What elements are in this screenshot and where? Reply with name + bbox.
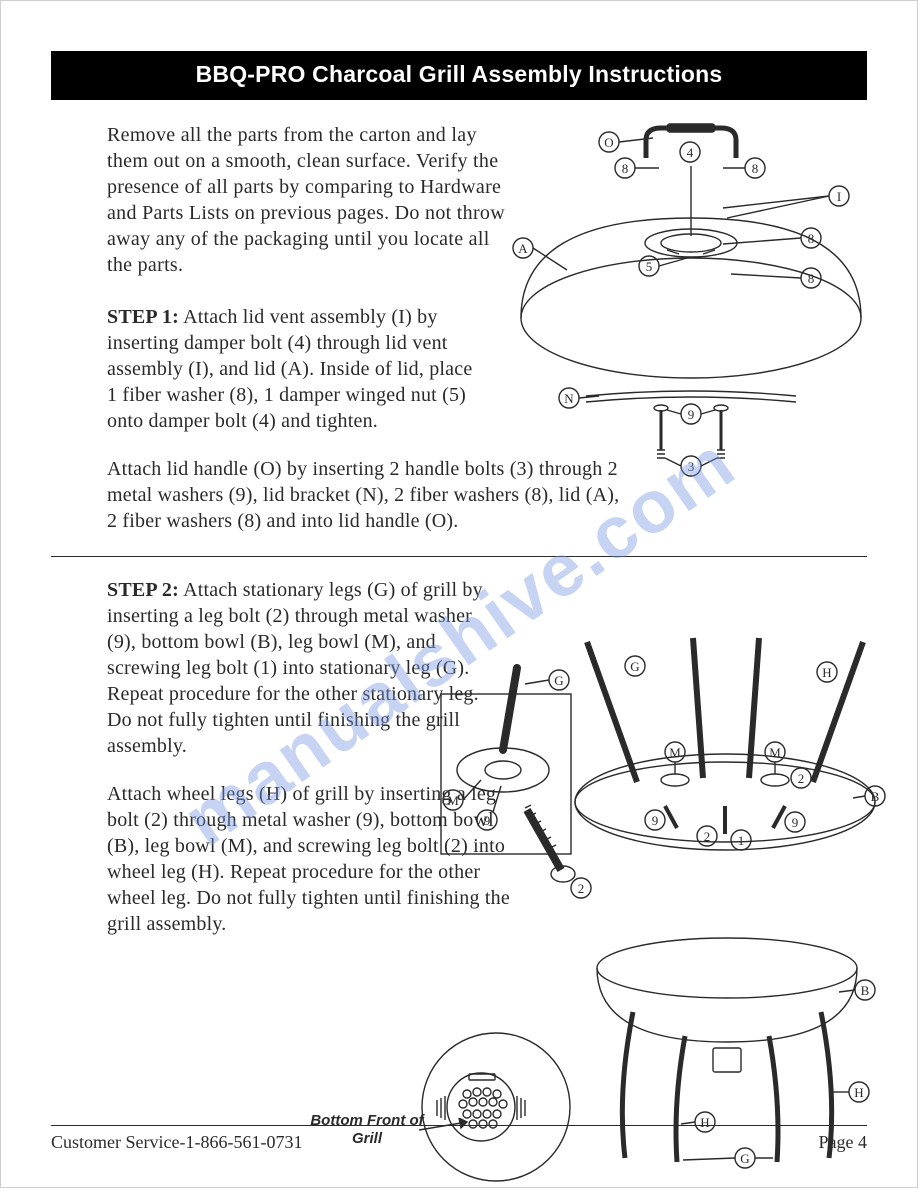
title-bar: BBQ-PRO Charcoal Grill Assembly Instruct…	[51, 51, 867, 100]
svg-text:N: N	[564, 391, 574, 406]
svg-text:3: 3	[688, 459, 695, 474]
svg-text:5: 5	[646, 259, 653, 274]
step1-label: STEP 1:	[107, 306, 179, 328]
footer-customer-service: Customer Service-1-866-561-0731	[51, 1132, 302, 1153]
svg-text:B: B	[871, 789, 880, 804]
svg-text:2: 2	[704, 829, 711, 844]
diagram-bowl-top: G H M M 2 B 9 2 1 9	[557, 632, 887, 892]
footer-page-number: Page 4	[819, 1132, 868, 1153]
svg-text:M: M	[669, 745, 681, 760]
step2-text1: Attach stationary legs (G) of grill by i…	[107, 579, 483, 757]
page-root: BBQ-PRO Charcoal Grill Assembly Instruct…	[0, 0, 918, 1188]
diagram-lid: O 4 8 8 I A 8 5	[491, 118, 891, 478]
diagram-bottom-circle	[411, 1022, 581, 1192]
svg-text:H: H	[822, 665, 831, 680]
svg-text:M: M	[447, 793, 459, 808]
svg-text:8: 8	[808, 231, 815, 246]
svg-text:G: G	[740, 1151, 749, 1166]
svg-text:4: 4	[687, 145, 694, 160]
intro-paragraph: Remove all the parts from the carton and…	[107, 122, 507, 278]
svg-text:9: 9	[652, 813, 659, 828]
svg-text:1: 1	[738, 833, 745, 848]
page-footer: Customer Service-1-866-561-0731 Page 4	[51, 1125, 867, 1153]
svg-text:8: 8	[752, 161, 759, 176]
svg-text:B: B	[861, 983, 870, 998]
svg-text:9: 9	[484, 813, 491, 828]
svg-text:8: 8	[622, 161, 629, 176]
svg-text:I: I	[837, 189, 841, 204]
svg-text:M: M	[769, 745, 781, 760]
svg-text:A: A	[518, 241, 528, 256]
svg-text:H: H	[854, 1085, 863, 1100]
step2-p1: STEP 2: Attach stationary legs (G) of gr…	[107, 577, 487, 759]
section-divider	[51, 556, 867, 557]
svg-text:9: 9	[792, 815, 799, 830]
step1-p1: STEP 1: Attach lid vent assembly (I) by …	[107, 304, 487, 434]
step2-label: STEP 2:	[107, 579, 179, 601]
svg-text:9: 9	[688, 407, 695, 422]
content-area: Remove all the parts from the carton and…	[51, 122, 867, 937]
svg-text:O: O	[604, 135, 613, 150]
svg-text:2: 2	[798, 771, 805, 786]
svg-text:G: G	[630, 659, 639, 674]
svg-text:8: 8	[808, 271, 815, 286]
